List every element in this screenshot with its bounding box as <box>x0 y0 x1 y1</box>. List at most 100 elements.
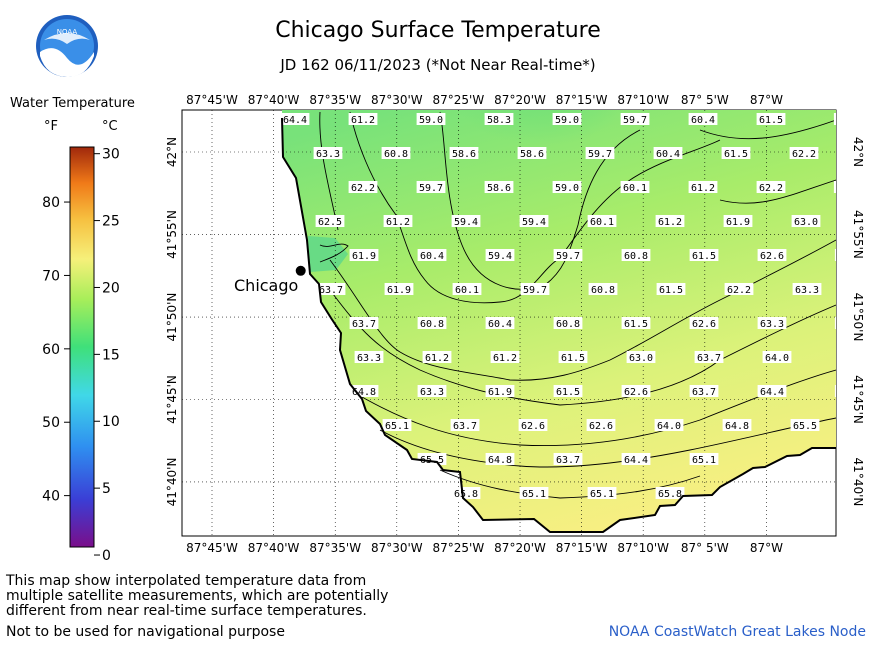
temp-label: 6 <box>837 251 843 262</box>
temp-label-bg <box>689 453 719 465</box>
temp-label: 65.1 <box>385 421 409 432</box>
temp-label: 63.0 <box>794 217 818 228</box>
temp-label: 62.6 <box>760 251 784 262</box>
temp-label: 65.1 <box>590 489 614 500</box>
temp-label-bg <box>417 385 447 397</box>
temp-label: 60.8 <box>420 319 444 330</box>
temp-label: 60.8 <box>556 319 580 330</box>
temp-label-bg <box>417 453 447 465</box>
temp-label: 62.5 <box>318 217 342 228</box>
temp-label: 61.2 <box>493 353 517 364</box>
temp-label: 6 <box>837 387 843 398</box>
temp-label: 60.1 <box>623 183 647 194</box>
lon-tick-label: 87°25'W <box>433 541 485 555</box>
temp-label: 61.9 <box>387 285 411 296</box>
temp-label-bg <box>381 147 411 159</box>
shoreline <box>281 117 836 533</box>
temp-label: 65.1 <box>522 489 546 500</box>
temp-label-bg <box>654 419 684 431</box>
temp-label: 58.6 <box>520 149 544 160</box>
lon-tick-label: 87°40'W <box>248 541 300 555</box>
temp-label: 61.9 <box>488 387 512 398</box>
temp-label-bg <box>519 487 549 499</box>
temp-label-bg <box>490 351 520 363</box>
temp-label-bg <box>485 385 515 397</box>
temp-label-bg <box>354 351 384 363</box>
temp-label: 59.7 <box>623 115 647 126</box>
temp-label: 60.8 <box>384 149 408 160</box>
temp-label: 61.9 <box>726 217 750 228</box>
temp-label: 59.0 <box>419 115 443 126</box>
temp-label-bg <box>485 453 515 465</box>
temp-label: 64.4 <box>760 387 784 398</box>
temp-label: 61.2 <box>658 217 682 228</box>
legend-unit-fahrenheit: °F <box>44 119 58 134</box>
lat-tick-label: 41°50'N <box>851 293 865 342</box>
temp-label: 62.6 <box>624 387 648 398</box>
lon-tick-label: 87°10'W <box>617 93 669 107</box>
temp-label-bg <box>834 317 836 329</box>
lon-tick-label: 87°W <box>750 541 783 555</box>
temp-label-bg <box>833 181 836 193</box>
colorbar-f-label: 50 <box>42 415 60 431</box>
colorbar-c-label: 10 <box>102 414 120 430</box>
temp-label: 59.4 <box>454 217 478 228</box>
isotherm-contours <box>319 111 836 499</box>
temp-label-bg <box>688 181 718 193</box>
temp-label-bg <box>348 181 378 193</box>
temp-label-bg <box>520 283 550 295</box>
lon-tick-label: 87° 5'W <box>681 93 729 107</box>
temp-label-bg <box>762 351 792 363</box>
temp-label-bg <box>315 215 345 227</box>
temp-label: 63.3 <box>357 353 381 364</box>
temp-label: 60.8 <box>591 285 615 296</box>
temp-label-bg <box>756 113 786 125</box>
temp-label: 59.0 <box>555 115 579 126</box>
temp-label-bg <box>655 487 685 499</box>
temp-label-bg <box>553 385 583 397</box>
disclaimer-line-3: different from near real-time surface te… <box>6 603 367 619</box>
temp-label-bg <box>626 351 656 363</box>
temp-label: 61.5 <box>692 251 716 262</box>
temp-label: 63.7 <box>556 455 580 466</box>
lat-tick-label: 41°40'N <box>851 458 865 507</box>
temp-label-bg <box>689 249 719 261</box>
temp-label-bg <box>792 283 822 295</box>
colorbar-c-label: 20 <box>102 280 120 296</box>
city-label: Chicago <box>234 276 298 295</box>
temp-label-bg <box>552 181 582 193</box>
disclaimer-line-2: multiple satellite measurements, which a… <box>6 588 389 604</box>
lon-tick-label: 87°40'W <box>248 93 300 107</box>
temp-label: 63.3 <box>795 285 819 296</box>
temp-label-bg <box>519 215 549 227</box>
temp-label: 63.3 <box>316 149 340 160</box>
temp-label: 62.2 <box>792 149 816 160</box>
temp-label-bg <box>694 351 724 363</box>
temp-label: 59.7 <box>523 285 547 296</box>
temp-label: 65.8 <box>658 489 682 500</box>
temp-label-bg <box>348 113 378 125</box>
temp-label-bg <box>790 419 820 431</box>
temp-label: 64.8 <box>725 421 749 432</box>
colorbar-f-label: 70 <box>42 268 60 284</box>
temp-label: 6 <box>836 115 842 126</box>
temp-label: 62.2 <box>727 285 751 296</box>
temp-label-bg <box>316 283 346 295</box>
temp-label: 64.4 <box>624 455 648 466</box>
temp-label: 62.6 <box>521 421 545 432</box>
temp-label-bg <box>834 249 836 261</box>
temp-label-bg <box>724 283 754 295</box>
temp-label: 63.0 <box>629 353 653 364</box>
temp-label: 60.4 <box>691 115 715 126</box>
page-subtitle: JD 162 06/11/2023 (*Not Near Real-time*) <box>280 56 596 74</box>
page-title: Chicago Surface Temperature <box>275 18 601 43</box>
cool-nearshore-patch <box>308 236 348 272</box>
temp-label-bg <box>518 419 548 431</box>
temp-label: 61.9 <box>352 251 376 262</box>
credit-link[interactable]: NOAA CoastWatch Great Lakes Node <box>608 624 866 640</box>
temp-label-bg <box>553 317 583 329</box>
temp-label: 62.6 <box>692 319 716 330</box>
temp-label: 61.5 <box>556 387 580 398</box>
lat-tick-label: 42°N <box>851 137 865 167</box>
lat-tick-label: 41°55'N <box>165 210 179 259</box>
